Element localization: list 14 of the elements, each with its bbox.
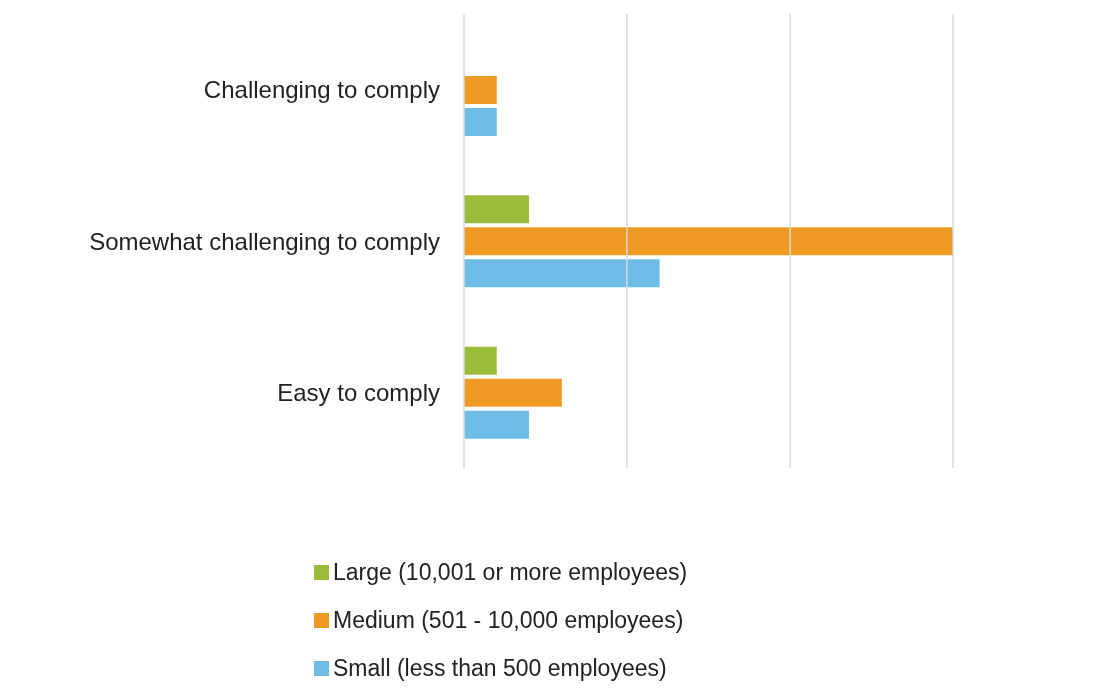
legend-label: Medium (501 - 10,000 employees) xyxy=(333,606,684,634)
legend-label: Small (less than 500 employees) xyxy=(333,654,667,682)
bar xyxy=(464,108,497,136)
y-tick-label: Easy to comply xyxy=(277,378,440,406)
bar xyxy=(464,227,953,256)
bar xyxy=(464,378,562,407)
bar xyxy=(464,76,497,104)
y-tick-label: Somewhat challenging to comply xyxy=(89,227,440,255)
bar xyxy=(464,259,660,288)
legend-label: Large (10,001 or more employees) xyxy=(333,558,688,586)
y-tick-label: Challenging to comply xyxy=(203,76,440,104)
bar xyxy=(464,195,530,224)
bar xyxy=(464,346,497,375)
bar xyxy=(464,410,530,439)
